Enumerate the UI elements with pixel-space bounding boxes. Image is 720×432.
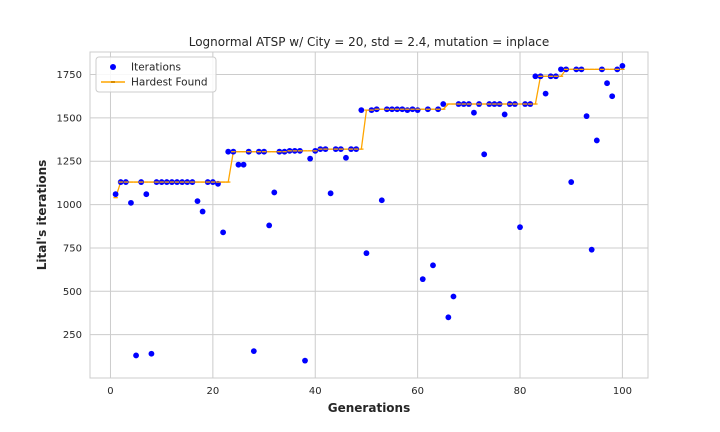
iterations-point	[481, 151, 488, 158]
hardest-found-markers	[113, 68, 625, 199]
x-tick-label: 0	[107, 386, 113, 397]
plot-area	[89, 51, 649, 379]
x-tick-label: 40	[309, 386, 322, 397]
y-tick-label: 1250	[57, 157, 82, 168]
y-tick-label: 250	[63, 330, 82, 341]
grid	[90, 52, 648, 378]
iterations-point	[240, 161, 247, 168]
y-tick-label: 1500	[57, 113, 82, 124]
iterations-point	[199, 208, 206, 215]
iterations-point	[194, 198, 201, 205]
iterations-point	[112, 191, 119, 198]
iterations-point	[532, 73, 539, 80]
iterations-point	[358, 107, 365, 113]
y-tick-label: 500	[63, 287, 82, 298]
iterations-point	[450, 293, 457, 300]
iterations-point	[133, 352, 139, 359]
iterations-point	[378, 197, 385, 204]
iterations-point	[143, 191, 150, 198]
iterations-point	[302, 357, 308, 364]
y-axis-ticks: 250 500 750 1000 1250 1500 1750	[57, 70, 82, 341]
iterations-point	[148, 350, 155, 357]
iterations-point	[471, 109, 477, 116]
iterations-point	[568, 179, 575, 185]
iterations-point	[501, 111, 508, 118]
legend: Iterations Hardest Found	[95, 56, 217, 93]
iterations-point	[235, 161, 242, 168]
legend-hardest-label: Hardest Found	[131, 77, 208, 89]
iterations-point	[542, 90, 549, 97]
chart-title: Lognormal ATSP w/ City = 20, std = 2.4, …	[189, 35, 550, 49]
y-tick-label: 1750	[57, 70, 82, 81]
x-tick-label: 100	[613, 386, 632, 397]
x-tick-label: 60	[411, 386, 424, 397]
x-tick-label: 80	[514, 386, 527, 397]
iterations-point	[593, 137, 600, 144]
iterations-point	[220, 229, 227, 236]
iterations-point	[517, 224, 523, 231]
iterations-point	[588, 246, 595, 253]
iterations-point	[343, 154, 349, 161]
iterations-point	[128, 199, 134, 206]
iterations-point	[583, 113, 590, 120]
iterations-point	[440, 101, 447, 107]
iterations-point	[266, 222, 273, 229]
y-tick-label: 1000	[57, 200, 82, 211]
iterations-point	[307, 155, 314, 162]
legend-box	[95, 56, 217, 93]
iterations-point	[414, 107, 421, 113]
x-axis-ticks: 0 20 40 60 80 100	[107, 386, 632, 397]
iterations-point	[430, 262, 436, 269]
y-tick-label: 750	[63, 243, 82, 254]
iterations-point	[404, 107, 411, 113]
x-axis-title: Generations	[328, 401, 410, 415]
iterations-point	[327, 190, 334, 197]
legend-iterations-label: Iterations	[131, 62, 181, 74]
iterations-point	[419, 276, 426, 283]
y-axis-title: Lital's iterations	[35, 160, 49, 270]
legend-iterations-marker	[110, 64, 116, 70]
iterations-point	[445, 314, 452, 321]
iterations-point	[225, 148, 232, 155]
iterations-point	[619, 62, 626, 69]
iterations-point	[609, 93, 616, 100]
x-tick-label: 20	[206, 386, 219, 397]
iterations-point	[271, 189, 278, 196]
iterations-point	[363, 250, 370, 257]
iterations-point	[558, 66, 564, 73]
iterations-point	[250, 348, 257, 355]
iterations-point	[604, 80, 610, 87]
